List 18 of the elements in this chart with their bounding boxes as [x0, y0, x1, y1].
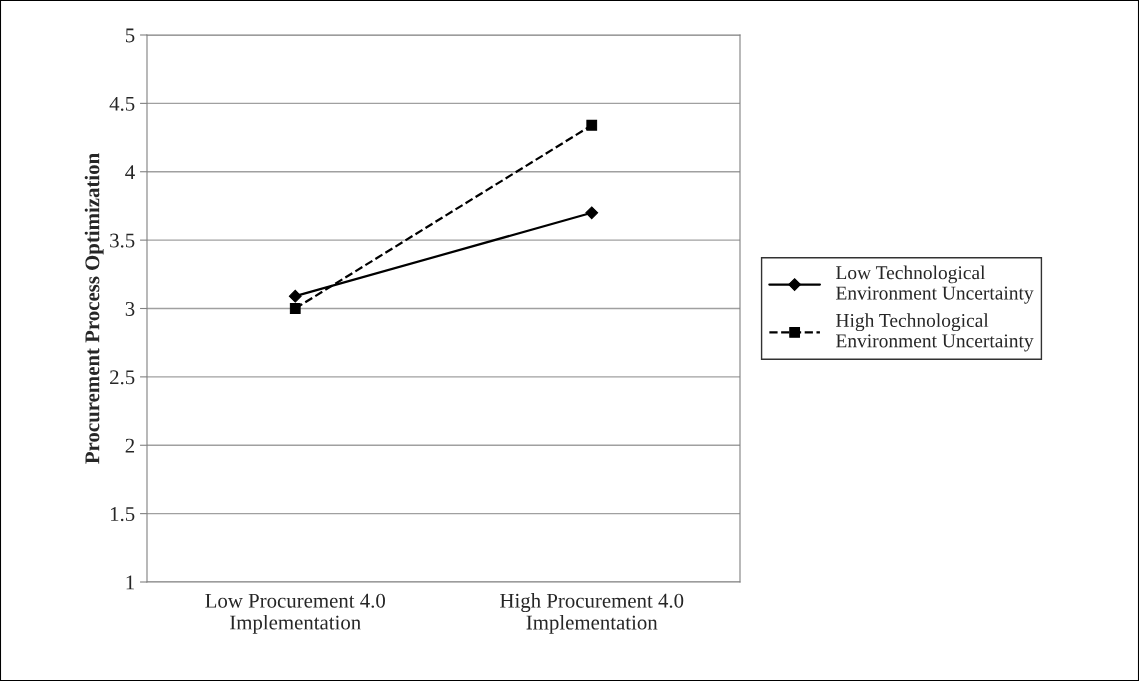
- y-tick-label: 2.5: [110, 370, 135, 385]
- point: [585, 206, 599, 220]
- legend-label: High Technological Environment Uncertainty: [836, 313, 1034, 352]
- point: [586, 119, 598, 131]
- x-tick-label: High Procurement 4.0 Implementation: [500, 593, 684, 634]
- point: [289, 303, 301, 314]
- y-tick-label: 2: [125, 438, 135, 453]
- x-tick-label: Low Procurement 4.0 Implementation: [205, 593, 385, 634]
- y-tick-label: 4: [125, 165, 135, 179]
- y-tick-label: 3.5: [110, 233, 135, 248]
- point: [288, 289, 302, 303]
- y-tick-label: 1: [126, 575, 134, 590]
- y-tick-label: 3: [125, 301, 135, 316]
- y-tick-label: 5: [125, 28, 135, 43]
- y-axis-title: Procurement Process Optimization: [84, 153, 104, 464]
- y-tick-label: 4.5: [109, 96, 135, 111]
- y-tick-label: 1.5: [110, 507, 135, 522]
- legend-label: Low Technological Environment Uncertainty: [836, 265, 1034, 304]
